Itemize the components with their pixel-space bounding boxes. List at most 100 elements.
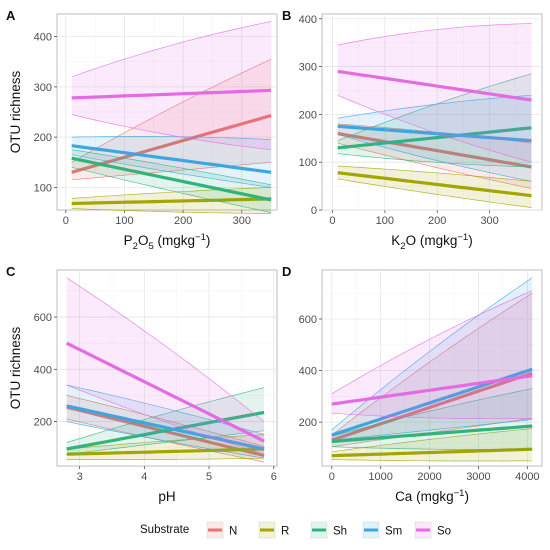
ci-upper-line — [71, 136, 272, 140]
fit-line — [331, 447, 533, 458]
ci-band — [337, 95, 532, 182]
series-sh — [331, 388, 533, 450]
ci-upper-line — [66, 395, 265, 447]
legend-item-so: So — [414, 521, 451, 539]
ci-band — [71, 21, 272, 150]
ci-upper-line — [71, 149, 272, 186]
y-tick-label: 400 — [34, 32, 52, 44]
ci-upper-line — [337, 23, 532, 46]
x-tick-label: 100 — [376, 215, 394, 227]
fit-line — [337, 124, 532, 143]
series-r — [337, 165, 532, 208]
x-tick-label: 6 — [271, 471, 277, 483]
ci-band — [331, 293, 533, 447]
panel-letter: A — [6, 8, 16, 23]
series-r — [71, 187, 272, 214]
series-so — [331, 290, 533, 420]
ci-lower-line — [71, 166, 272, 213]
ci-band — [331, 277, 533, 441]
ci-lower-line — [71, 114, 272, 151]
ci-lower-line — [331, 412, 533, 420]
ci-lower-line — [71, 154, 272, 188]
fit-line — [337, 69, 532, 102]
fit-line — [331, 374, 533, 406]
fit-line — [337, 126, 532, 150]
x-tick-label: 0 — [329, 471, 335, 483]
ci-lower-line — [66, 421, 265, 459]
x-tick-label: 200 — [428, 215, 446, 227]
y-tick-label: 200 — [34, 132, 52, 144]
series-sm — [71, 136, 272, 188]
series-r — [331, 428, 533, 462]
panel-letter: C — [6, 264, 16, 279]
legend-label: Sh — [333, 526, 347, 538]
legend-label: So — [437, 526, 451, 538]
fit-line — [71, 197, 272, 206]
x-tick-label: 300 — [480, 215, 498, 227]
y-tick-label: 200 — [34, 417, 52, 429]
y-tick-label: 300 — [299, 62, 317, 74]
fit-line — [71, 144, 272, 174]
x-tick-label: 300 — [233, 215, 251, 227]
panel-A: 0 100 200 300 100 200 300 400 A OTU richness P2O5 … — [6, 8, 278, 252]
legend-item-sh: Sh — [310, 521, 347, 539]
y-tick-label: 400 — [299, 366, 317, 378]
fit-line — [66, 404, 265, 451]
ci-lower-line — [337, 134, 532, 182]
panel-B: 0 100 200 300 0 100 200 300 400 B K2O (mgkg−1) — [282, 8, 543, 252]
series-n — [71, 58, 272, 181]
x-tick-label: 200 — [174, 215, 192, 227]
series-so — [65, 277, 265, 455]
series-so — [71, 21, 272, 151]
legend-label: Sm — [385, 526, 402, 538]
series-sm — [66, 384, 265, 459]
ci-lower-line — [337, 153, 532, 168]
x-tick-label: 2000 — [417, 471, 441, 483]
x-tick-label: 3 — [77, 471, 83, 483]
legend-title: Substrate — [140, 524, 189, 536]
fit-line — [66, 410, 265, 451]
ci-lower-line — [337, 142, 532, 189]
y-tick-label: 300 — [34, 82, 52, 94]
ci-lower-line — [331, 446, 533, 450]
y-tick-label: 100 — [299, 157, 317, 169]
x-tick-label: 5 — [206, 471, 212, 483]
ci-lower-line — [337, 94, 532, 163]
x-tick-label: 1000 — [368, 471, 392, 483]
y-tick-label: 400 — [299, 14, 317, 26]
y-tick-label: 400 — [34, 364, 52, 376]
fit-line — [66, 447, 265, 456]
y-tick-label: 100 — [34, 182, 52, 194]
series-so — [337, 23, 532, 163]
y-axis-title: OTU richness — [8, 70, 23, 153]
fit-line — [71, 88, 272, 100]
ci-upper-line — [331, 428, 533, 453]
ci-lower-line — [331, 419, 533, 441]
ci-upper-line — [71, 21, 272, 78]
ci-lower-line — [66, 384, 265, 455]
x-tick-label: 0 — [63, 215, 69, 227]
y-tick-label: 200 — [299, 417, 317, 429]
ci-band — [331, 290, 533, 419]
ci-lower-line — [66, 457, 265, 460]
ci-upper-line — [337, 94, 532, 119]
ci-upper-line — [337, 165, 532, 182]
x-tick-label: 4000 — [515, 471, 539, 483]
ci-lower-line — [71, 208, 272, 214]
legend-item-sm: Sm — [362, 521, 402, 539]
legend-items: N R Sh Sm So — [206, 521, 451, 539]
ci-upper-line — [66, 277, 265, 422]
y-tick-label: 600 — [34, 312, 52, 324]
fit-line — [65, 341, 265, 443]
x-tick-label: 0 — [329, 215, 335, 227]
fit-line — [71, 156, 272, 202]
ci-upper-line — [331, 292, 533, 436]
ci-lower-line — [331, 459, 533, 462]
ci-upper-line — [71, 58, 272, 163]
ci-lower-line — [66, 430, 265, 455]
ci-band — [66, 385, 265, 459]
series-sh — [66, 387, 265, 455]
x-axis-title: P2O5 (mgkg−1) — [124, 232, 211, 252]
ci-upper-line — [71, 187, 272, 199]
